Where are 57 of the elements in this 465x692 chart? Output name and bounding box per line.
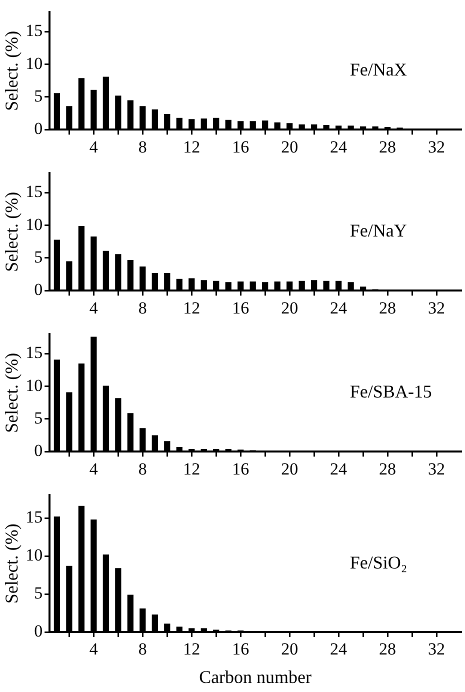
x-tick-label: 4 [89,640,98,659]
x-tick-label: 16 [232,640,250,659]
x-tick-label: 28 [379,459,396,478]
x-tick-label: 24 [330,137,348,156]
y-tick-label: 0 [34,280,43,300]
y-tick-label: 15 [26,343,43,362]
y-tick-label: 10 [26,214,43,234]
x-tick-label: 16 [232,298,250,318]
x-tick-label: 12 [183,137,200,156]
y-tick-label: 15 [26,182,43,202]
x-tick-label: 28 [379,137,396,156]
y-tick-label: 5 [34,408,43,428]
y-tick-label: 0 [34,621,43,640]
x-tick-label: 16 [232,459,250,478]
x-tick-label: 20 [281,459,298,478]
x-tick-label: 4 [89,137,98,156]
x-tick-label: 8 [138,640,147,659]
x-tick-label: 32 [428,640,446,659]
x-tick-label: 20 [281,640,298,659]
annotation: Fe/NaY [350,220,407,241]
annotation: Fe/NaX [350,60,407,80]
x-tick-label: 32 [428,298,446,318]
x-tick-label: 8 [138,137,147,156]
x-tick-label: 4 [89,298,98,318]
y-tick-label: 15 [26,21,43,40]
y-tick-label: 10 [26,376,43,395]
y-tick-label: 10 [26,545,43,564]
y-axis-title: Select. (%) [2,524,22,604]
annotation: Fe/SiO₂ [350,552,408,572]
x-tick-label: 4 [89,459,98,478]
y-tick-label: 0 [34,119,43,138]
x-tick-label: 20 [281,137,298,156]
x-tick-label: 20 [281,298,298,318]
x-tick-label: 28 [379,640,396,659]
x-tick-label: 8 [138,459,147,478]
y-tick-label: 0 [34,441,43,460]
x-tick-label: 16 [232,137,250,156]
x-tick-label: 24 [330,298,348,318]
y-tick-label: 5 [34,583,43,602]
y-axis-title: Select. (%) [2,192,22,272]
x-tick-label: 12 [183,298,200,318]
y-tick-label: 10 [26,54,43,73]
x-tick-label: 24 [330,459,348,478]
y-tick-label: 5 [34,247,43,266]
x-tick-label: 8 [138,298,147,318]
y-tick-label: 5 [34,86,43,106]
annotation: Fe/SBA-15 [350,382,432,402]
x-tick-label: 24 [330,640,348,659]
x-tick-label: 12 [183,640,200,659]
y-tick-label: 15 [26,507,43,526]
y-axis-title: Select. (%) [2,30,22,111]
x-tick-label: 12 [183,459,200,478]
y-axis-title: Select. (%) [2,352,22,433]
x-tick-label: 32 [428,137,446,156]
x-axis-title: Carbon number [199,666,312,687]
x-tick-label: 32 [428,459,446,478]
x-tick-label: 28 [379,298,396,318]
